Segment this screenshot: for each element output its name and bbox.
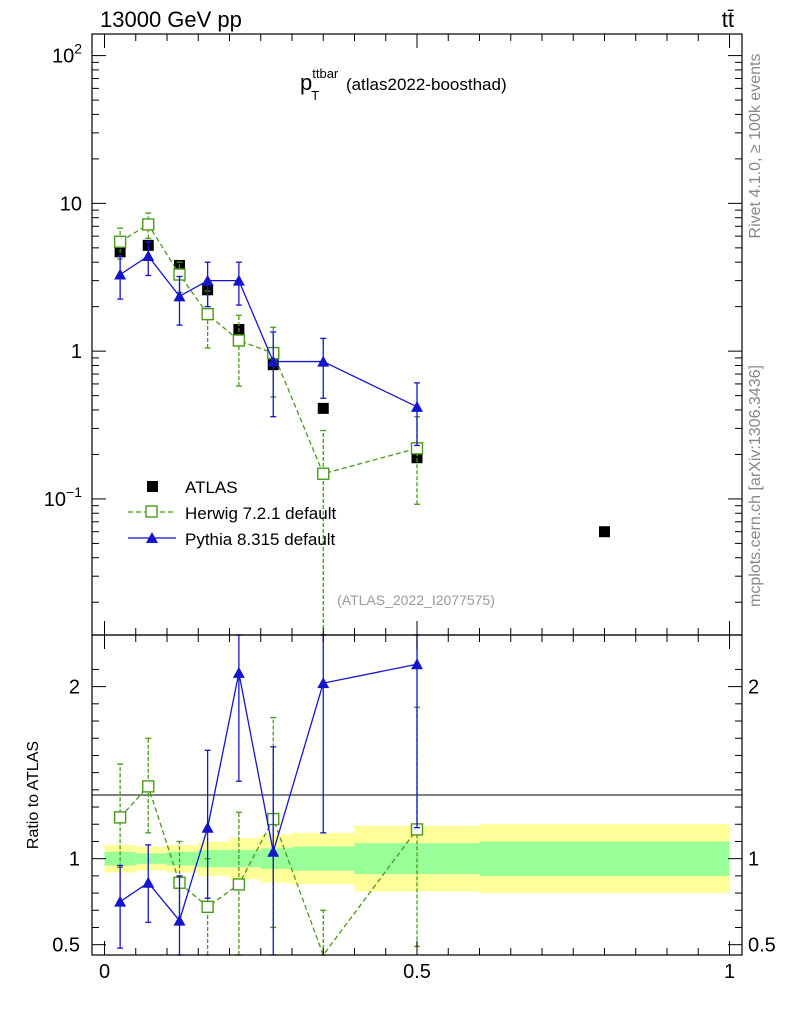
herwig-main-marker bbox=[113, 235, 127, 248]
legend-pythia-marker bbox=[146, 532, 158, 543]
ratio-series bbox=[113, 634, 424, 957]
main-y-tick-label: 10 bbox=[60, 193, 82, 215]
pythia-ratio-marker bbox=[411, 658, 423, 670]
plot-title: pttbar T (atlas2022-boosthad) bbox=[300, 66, 507, 103]
x-tick-label: 1 bbox=[724, 961, 735, 983]
data-stat-band bbox=[292, 846, 355, 871]
title-sup: ttbar bbox=[312, 66, 339, 81]
herwig-ratio-marker bbox=[201, 900, 214, 914]
ratio-panel: 0.5 0.5 1 1 2 2 bbox=[52, 634, 776, 957]
legend-atlas-label: ATLAS bbox=[185, 478, 238, 497]
data-stat-band bbox=[167, 851, 199, 866]
title-main: p bbox=[300, 70, 312, 95]
x-tick-label: 0 bbox=[99, 961, 110, 983]
pythia-ratio-marker bbox=[201, 821, 214, 833]
main-y-tick-label: 102 bbox=[52, 41, 82, 68]
herwig-main-line bbox=[119, 223, 418, 475]
pythia-ratio-marker bbox=[317, 677, 330, 689]
legend-herwig-marker bbox=[145, 505, 158, 518]
data-stat-band bbox=[229, 850, 261, 868]
rivet-version-label: Rivet 4.1.0, ≥ 100k events bbox=[747, 54, 764, 239]
x-axis-ticks: 0 0.5 1 bbox=[99, 34, 735, 983]
legend-atlas-marker bbox=[147, 481, 158, 492]
pythia-main-line bbox=[119, 255, 418, 408]
legend: ATLAS Herwig 7.2.1 default Pythia 8.315 … bbox=[128, 478, 336, 549]
pythia-main-marker bbox=[411, 400, 423, 412]
main-panel: 10−1 1 10 102 bbox=[44, 33, 743, 636]
legend-herwig-label: Herwig 7.2.1 default bbox=[185, 504, 336, 523]
ratio-y-tick-label: 2 bbox=[69, 677, 80, 699]
herwig-ratio-marker bbox=[113, 811, 127, 824]
pythia-main-marker bbox=[114, 268, 127, 280]
herwig-main-marker bbox=[142, 218, 155, 231]
herwig-ratio-marker bbox=[142, 780, 155, 793]
analysis-label: (ATLAS_2022_I2077575) bbox=[337, 592, 495, 608]
data-stat-band bbox=[479, 841, 730, 876]
pythia-main-marker bbox=[142, 250, 155, 262]
herwig-main-marker bbox=[317, 467, 330, 480]
pythia-main-marker bbox=[173, 290, 186, 302]
energy-label: 13000 GeV pp bbox=[100, 7, 242, 32]
pythia-ratio-marker bbox=[114, 895, 127, 907]
mcplots-label: mcplots.cern.ch [arXiv:1306.3436] bbox=[747, 365, 764, 607]
ratio-y-tick-label-right: 1 bbox=[748, 849, 759, 871]
pythia-main-marker bbox=[267, 355, 280, 367]
data-stat-band bbox=[198, 850, 230, 868]
ratio-y-tick-label-right: 2 bbox=[748, 677, 759, 699]
process-label: tt̄ bbox=[722, 7, 734, 32]
pythia-ratio-marker bbox=[232, 666, 245, 678]
ratio-y-tick-label-right: 0.5 bbox=[748, 935, 776, 957]
atlas-data-point bbox=[317, 402, 329, 414]
title-sub: T bbox=[311, 88, 319, 103]
legend-pythia-label: Pythia 8.315 default bbox=[185, 530, 336, 549]
ratio-y-tick-label: 0.5 bbox=[52, 935, 80, 957]
herwig-main-marker bbox=[201, 307, 214, 321]
main-axis-ticks: 10−1 1 10 102 bbox=[44, 41, 742, 603]
ratio-axis-ticks: 0.5 0.5 1 1 2 2 bbox=[52, 668, 776, 957]
pythia-ratio-line bbox=[119, 663, 418, 922]
herwig-main-marker bbox=[232, 334, 246, 347]
atlas-data-point bbox=[411, 452, 423, 464]
pythia-main-marker bbox=[201, 274, 214, 286]
main-y-tick-label: 1 bbox=[71, 341, 82, 363]
main-y-tick-label: 10−1 bbox=[44, 484, 82, 511]
x-tick-label: 0.5 bbox=[403, 961, 431, 983]
ratio-y-tick-label: 1 bbox=[69, 849, 80, 871]
pythia-ratio-marker bbox=[267, 845, 280, 857]
pythia-main-marker bbox=[317, 355, 330, 367]
herwig-ratio-marker bbox=[232, 878, 246, 891]
herwig-ratio-line bbox=[119, 785, 418, 957]
title-rest: (atlas2022-boosthad) bbox=[341, 75, 506, 94]
pythia-main-marker bbox=[232, 274, 245, 286]
data-stat-band bbox=[135, 853, 167, 864]
main-series bbox=[113, 212, 610, 636]
data-stat-band bbox=[260, 848, 292, 869]
ratio-y-label: Ratio to ATLAS bbox=[25, 741, 42, 849]
pythia-ratio-marker bbox=[173, 914, 186, 926]
atlas-data-point bbox=[599, 526, 610, 538]
pythia-ratio-marker bbox=[142, 876, 155, 888]
